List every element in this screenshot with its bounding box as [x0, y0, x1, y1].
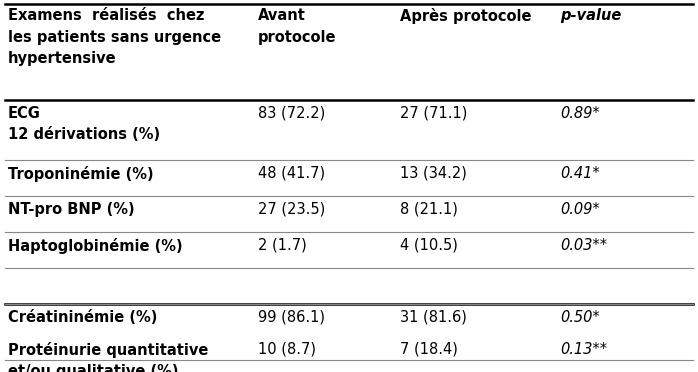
Text: Examens  réalisés  chez
les patients sans urgence
hypertensive: Examens réalisés chez les patients sans …	[8, 8, 221, 66]
Text: 0.41*: 0.41*	[560, 166, 600, 181]
Text: 0.89*: 0.89*	[560, 106, 600, 121]
Text: Troponinémie (%): Troponinémie (%)	[8, 166, 154, 182]
Text: Haptoglobinémie (%): Haptoglobinémie (%)	[8, 238, 183, 254]
Text: 0.09*: 0.09*	[560, 202, 600, 217]
Text: 0.03**: 0.03**	[560, 238, 607, 253]
Text: 0.13**: 0.13**	[560, 342, 607, 357]
Text: Après protocole: Après protocole	[400, 8, 531, 24]
Text: 2 (1.7): 2 (1.7)	[258, 238, 306, 253]
Text: Avant
protocole: Avant protocole	[258, 8, 336, 45]
Text: 0.50*: 0.50*	[560, 310, 600, 325]
Text: NT-pro BNP (%): NT-pro BNP (%)	[8, 202, 135, 217]
Text: 48 (41.7): 48 (41.7)	[258, 166, 325, 181]
Text: 31 (81.6): 31 (81.6)	[400, 310, 467, 325]
Text: 83 (72.2): 83 (72.2)	[258, 106, 325, 121]
Text: 27 (23.5): 27 (23.5)	[258, 202, 325, 217]
Text: Protéinurie quantitative
et/ou qualitative (%): Protéinurie quantitative et/ou qualitati…	[8, 342, 209, 372]
Text: ECG
12 dérivations (%): ECG 12 dérivations (%)	[8, 106, 160, 142]
Text: 7 (18.4): 7 (18.4)	[400, 342, 458, 357]
Text: 99 (86.1): 99 (86.1)	[258, 310, 325, 325]
Text: 8 (21.1): 8 (21.1)	[400, 202, 458, 217]
Text: 4 (10.5): 4 (10.5)	[400, 238, 458, 253]
Text: 27 (71.1): 27 (71.1)	[400, 106, 468, 121]
Text: Créatininémie (%): Créatininémie (%)	[8, 310, 157, 325]
Text: 10 (8.7): 10 (8.7)	[258, 342, 316, 357]
Text: 13 (34.2): 13 (34.2)	[400, 166, 467, 181]
Text: p-value: p-value	[560, 8, 621, 23]
